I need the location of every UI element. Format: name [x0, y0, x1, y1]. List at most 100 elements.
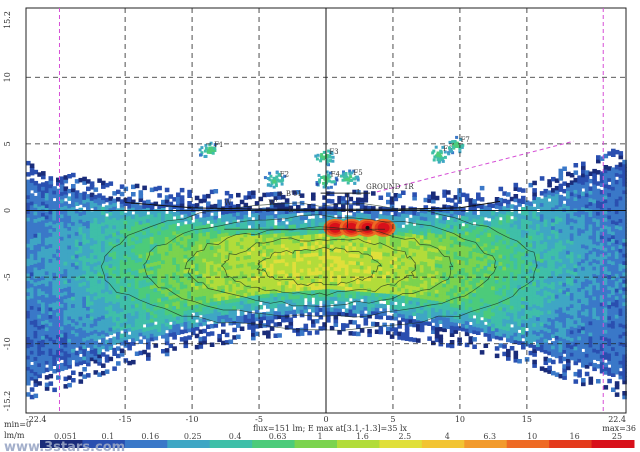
heat-cell — [479, 268, 485, 273]
heat-cell — [479, 323, 485, 329]
heat-cell — [419, 212, 425, 217]
heat-cell — [491, 248, 496, 253]
heat-cell — [134, 299, 140, 304]
heat-cell — [341, 233, 346, 238]
heat-cell — [29, 342, 35, 347]
heat-cell — [446, 320, 451, 326]
heat-cell — [52, 342, 57, 348]
heat-cell — [119, 270, 125, 275]
heat-cell — [56, 278, 61, 283]
heat-cell — [26, 321, 31, 326]
heat-cell — [37, 239, 42, 244]
heat-cell — [524, 219, 530, 224]
heat-cell — [44, 229, 50, 235]
heat-cell — [183, 280, 189, 285]
heat-cell — [194, 236, 200, 242]
heat-cell — [431, 325, 436, 331]
heat-cell — [157, 215, 162, 221]
heat-cell — [341, 248, 346, 253]
heat-cell — [378, 258, 384, 264]
heat-cell — [59, 299, 65, 304]
heat-cell — [356, 212, 361, 217]
heat-cell — [277, 217, 282, 223]
heat-cell — [292, 279, 297, 285]
heat-cell — [217, 236, 222, 242]
heat-cell — [341, 297, 346, 302]
heat-cell — [521, 281, 526, 287]
heat-cell — [314, 285, 320, 290]
heat-cell — [44, 337, 50, 343]
heat-cell — [112, 310, 117, 315]
heat-cell — [341, 293, 346, 298]
heat-cell — [48, 250, 54, 256]
heat-cell — [494, 320, 500, 325]
heat-cell — [104, 358, 110, 363]
heat-cell — [104, 220, 110, 225]
heat-cell — [521, 207, 526, 212]
heat-cell — [502, 288, 507, 293]
heat-cell — [41, 342, 46, 348]
heat-cell — [176, 323, 181, 328]
heat-cell — [329, 307, 335, 312]
heat-cell — [202, 280, 207, 285]
heat-cell — [146, 263, 151, 268]
heat-cell — [153, 294, 159, 300]
heat-cell — [374, 329, 380, 334]
heat-cell — [359, 235, 365, 240]
heat-cell — [528, 339, 534, 345]
heat-cell — [59, 180, 65, 185]
heat-cell — [494, 215, 500, 221]
heat-cell — [524, 230, 530, 235]
heat-cell — [183, 287, 189, 293]
heat-cell — [172, 275, 177, 280]
heat-cell — [206, 205, 211, 210]
heat-cell — [236, 233, 241, 239]
heat-cell — [404, 336, 410, 341]
heat-cell — [97, 309, 102, 314]
heat-cell — [221, 232, 226, 237]
heat-cell — [78, 237, 84, 243]
heat-cell — [397, 283, 402, 288]
heat-cell — [378, 277, 384, 283]
heat-cell — [243, 284, 249, 290]
heat-cell — [142, 211, 147, 217]
heat-cell — [502, 277, 507, 282]
heat-cell — [142, 249, 147, 254]
heat-cell — [26, 392, 31, 397]
heat-cell — [262, 241, 267, 246]
heat-cell — [63, 350, 69, 355]
heat-cell — [292, 272, 297, 277]
heat-cell — [506, 296, 511, 302]
heat-cell — [367, 310, 372, 315]
heat-cell — [33, 248, 39, 253]
heat-cell — [37, 224, 42, 229]
heat-cell — [326, 269, 331, 275]
heat-cell — [509, 226, 515, 232]
heat-cell — [251, 250, 256, 255]
heat-cell — [202, 209, 207, 214]
heat-cell — [97, 361, 102, 366]
heat-cell — [318, 277, 324, 283]
heat-cell — [513, 216, 519, 221]
heat-cell — [517, 359, 522, 364]
heat-cell — [82, 307, 87, 312]
heat-cell — [266, 330, 271, 335]
heat-cell — [427, 265, 432, 270]
heat-cell — [367, 332, 372, 338]
heat-cell — [33, 345, 39, 350]
heat-cell — [202, 310, 207, 315]
heat-cell — [528, 291, 534, 296]
heat-cell — [194, 274, 200, 279]
heat-cell — [292, 283, 297, 288]
heat-cell — [401, 317, 406, 322]
heat-cell — [63, 305, 69, 311]
heat-cell — [157, 264, 162, 269]
heat-cell — [382, 285, 387, 290]
heat-cell — [284, 269, 290, 274]
heat-cell — [494, 282, 500, 288]
heat-cell — [401, 250, 406, 255]
heat-cell — [468, 269, 474, 274]
heat-cell — [194, 244, 200, 249]
heat-cell — [119, 285, 125, 290]
heat-cell — [374, 258, 380, 264]
